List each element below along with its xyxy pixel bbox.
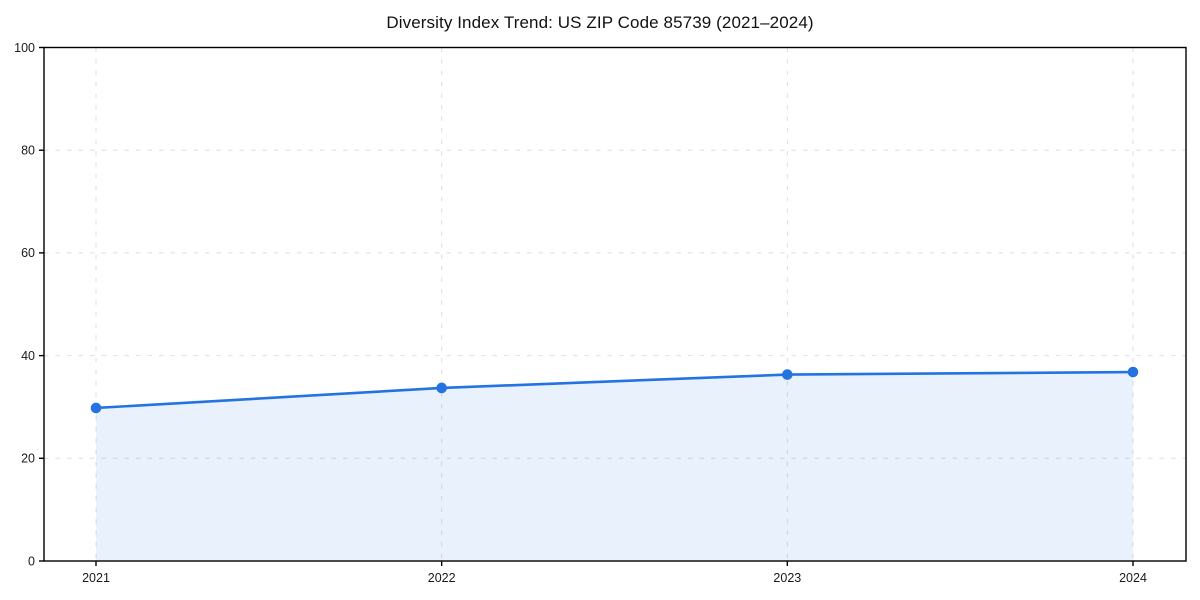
y-tick-label: 60 — [21, 246, 35, 260]
y-tick-label: 80 — [21, 144, 35, 158]
x-tick-label: 2024 — [1119, 571, 1147, 585]
y-tick-label: 100 — [14, 41, 35, 55]
y-tick-label: 40 — [21, 349, 35, 363]
x-tick-label: 2022 — [428, 571, 456, 585]
area-fill — [96, 372, 1133, 561]
data-point-2023 — [782, 369, 793, 380]
x-tick-label: 2023 — [773, 571, 801, 585]
plot-border — [43, 46, 1187, 562]
data-point-2021 — [90, 402, 102, 414]
y-tick-label: 20 — [21, 452, 35, 466]
trend-line — [94, 370, 1135, 410]
y-tick-label: 0 — [28, 554, 35, 568]
x-tick-label: 2021 — [82, 571, 110, 585]
chart-title: Diversity Index Trend: US ZIP Code 85739… — [386, 13, 814, 32]
data-point-2022 — [436, 382, 447, 394]
data-point-2024 — [1127, 366, 1139, 378]
